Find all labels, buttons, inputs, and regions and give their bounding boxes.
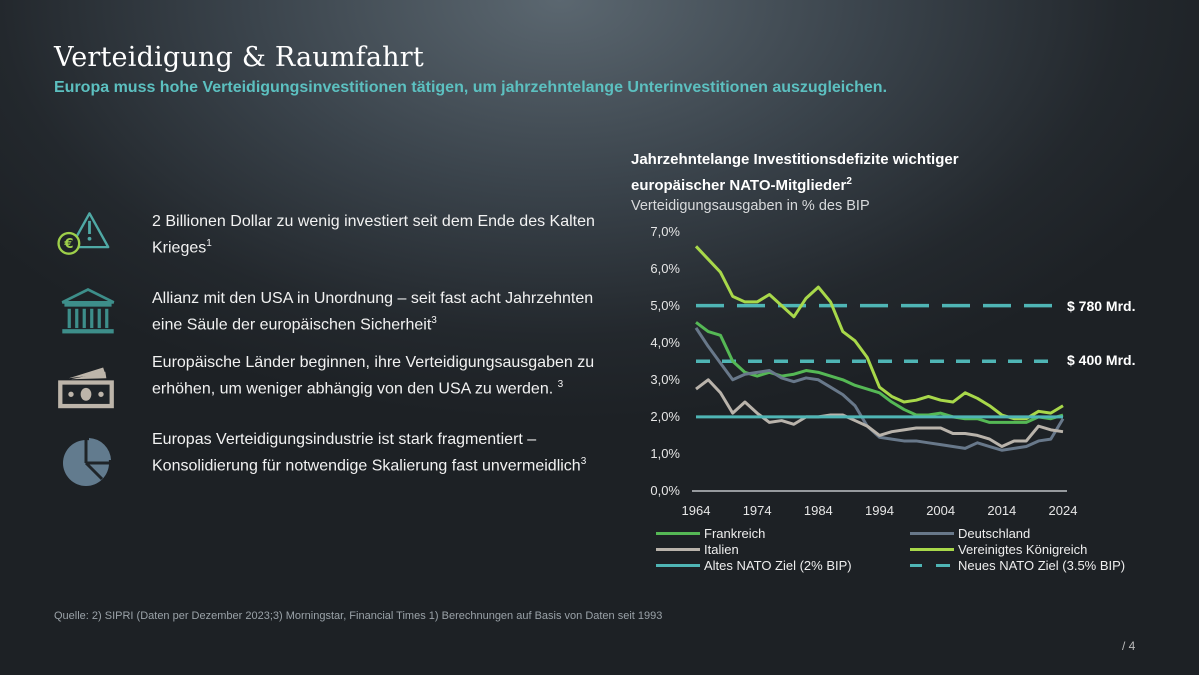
bank-icon (61, 288, 115, 334)
x-tick-label: 1994 (865, 503, 894, 518)
footnote-ref: 3 (431, 315, 437, 326)
legend-new-nato-target: Neues NATO Ziel (3.5% BIP) (910, 557, 1125, 573)
bullet-text: Europäische Länder beginnen, ihre Vertei… (152, 354, 595, 398)
bullet-us-alliance: Allianz mit den USA in Unordnung – seit … (152, 288, 602, 336)
series-line-deutschland (694, 327, 1065, 452)
y-tick-label: 1,0% (650, 445, 680, 461)
x-tick-label: 2024 (1048, 503, 1078, 518)
series-line-frankreich (695, 321, 1064, 424)
legend-uk: Vereinigtes Königreich (910, 541, 1087, 557)
legend-italien: Italien (656, 541, 739, 557)
cost-label-780: $ 780 Mrd. (1067, 298, 1136, 314)
series-line-vereinigtes-königreich (694, 245, 1064, 421)
pie-chart-icon (63, 438, 111, 486)
footnote-ref: 3 (580, 456, 587, 467)
series-line-italien (695, 378, 1064, 449)
legend-frankreich: Frankreich (656, 525, 765, 541)
cost-label-400: $ 400 Mrd. (1067, 352, 1136, 368)
y-tick-label: 2,0% (650, 408, 680, 424)
y-tick-label: 4,0% (650, 334, 680, 350)
legend-old-nato-target: Altes NATO Ziel (2% BIP) (656, 557, 852, 573)
x-tick-label: 2014 (987, 503, 1017, 518)
footnote-ref: 1 (206, 238, 212, 249)
x-tick-label: 2004 (926, 503, 956, 518)
source-note: Quelle: 2) SIPRI (Daten per Dezember 202… (54, 610, 663, 622)
x-tick-label: 1964 (681, 503, 711, 518)
bullet-text: Europas Verteidigungsindustrie ist stark… (152, 431, 581, 475)
svg-text:€: € (63, 237, 73, 252)
y-tick-label: 0,0% (650, 483, 680, 498)
y-tick-label: 3,0% (650, 371, 680, 387)
euro-warning-icon: € (57, 212, 110, 255)
x-tick-label: 1984 (803, 503, 833, 518)
chart-title: Jahrzehntelange Investitionsdefizite wic… (631, 151, 959, 194)
bullet-fragmentation: Europas Verteidigungsindustrie ist stark… (152, 429, 602, 477)
x-tick-label: 1974 (742, 503, 772, 518)
y-tick-label: 6,0% (650, 260, 680, 276)
bullet-text: Allianz mit den USA in Unordnung – seit … (152, 290, 594, 334)
page-subtitle: Europa muss hohe Verteidigungsinvestitio… (54, 79, 888, 96)
legend-deutschland: Deutschland (910, 525, 1030, 541)
bullet-underinvestment: 2 Billionen Dollar zu wenig investiert s… (152, 211, 602, 259)
y-tick-label: 7,0% (650, 223, 680, 239)
y-tick-label: 5,0% (650, 297, 680, 313)
footnote-ref: 3 (557, 379, 564, 390)
page-number: / 4 (1122, 639, 1136, 653)
money-icon (58, 367, 114, 409)
bullet-text: 2 Billionen Dollar zu wenig investiert s… (152, 213, 595, 257)
chart-y-axis-label: Verteidigungsausgaben in % des BIP (631, 198, 870, 214)
page-title: Verteidigung & Raumfahrt (54, 42, 424, 73)
bullet-defense-spending: Europäische Länder beginnen, ihre Vertei… (152, 352, 602, 400)
